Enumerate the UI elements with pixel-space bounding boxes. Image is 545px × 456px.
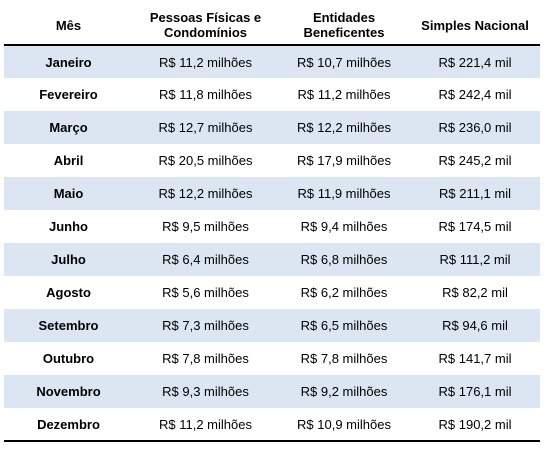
charitable-value-cell: R$ 6,5 milhões (300, 318, 388, 333)
individuals-value-cell: R$ 5,6 milhões (162, 285, 249, 300)
charitable-value-cell: R$ 9,2 milhões (300, 384, 388, 399)
simples-value-cell: R$ 211,1 mil (438, 186, 511, 201)
individuals-value-cell: R$ 7,8 milhões (162, 351, 249, 366)
month-cell: Junho (49, 219, 88, 234)
month-cell: Novembro (36, 384, 101, 399)
simples-value-cell: R$ 111,2 mil (439, 252, 511, 267)
charitable-value-cell: R$ 17,9 milhões (297, 153, 391, 168)
table-body: Janeiro R$ 11,2 milhões R$ 10,7 milhões R$ … (4, 45, 540, 442)
header-simples-nacional: Simples Nacional (410, 6, 540, 46)
charitable-value-cell: R$ 9,4 milhões (300, 219, 388, 234)
simples-value-cell: R$ 82,2 mil (442, 285, 508, 300)
month-cell: Setembro (38, 318, 99, 333)
table-row: Agosto R$ 5,6 milhões R$ 6,2 milhões R$ 82,… (4, 276, 540, 309)
individuals-value-cell: R$ 12,7 milhões (158, 120, 253, 135)
charitable-value-cell: R$ 11,2 milhões (297, 87, 391, 102)
month-cell: Outubro (42, 351, 95, 366)
simples-value-cell: R$ 176,1 mil (438, 384, 512, 399)
table-header: Mês Pessoas Físicas e Condomínios Entida… (4, 6, 540, 46)
simples-value-cell: R$ 245,2 mil (438, 153, 512, 168)
charitable-value-cell: R$ 10,7 milhões (297, 54, 391, 70)
simples-value-cell: R$ 141,7 mil (438, 351, 512, 366)
table-row: Novembro R$ 9,3 milhões R$ 9,2 milhões R$ 1… (4, 375, 540, 408)
individuals-value-cell: R$ 11,2 milhões (159, 54, 252, 70)
header-individuals-condominiums: Pessoas Físicas e Condomínios (133, 6, 278, 46)
header-row: Mês Pessoas Físicas e Condomínios Entida… (4, 6, 540, 46)
month-cell: Dezembro (4, 408, 133, 442)
simples-value-cell: R$ 242,4 mil (438, 87, 512, 102)
table-row: Julho R$ 6,4 milhões R$ 6,8 milhões R$ 111,… (4, 243, 540, 276)
individuals-value-cell: R$ 12,2 milhões (158, 186, 253, 201)
header-month: Mês (4, 6, 133, 46)
charitable-value-cell: R$ 6,2 milhões (300, 285, 388, 300)
table-row: Maio R$ 12,2 milhões R$ 11,9 milhões R$ 211… (4, 177, 540, 210)
individuals-value-cell: R$ 9,5 milhões (162, 219, 249, 234)
simples-value-cell: R$ 236,0 mil (438, 120, 512, 135)
charitable-value-cell: R$ 7,8 milhões (300, 351, 388, 366)
table-row: Abril R$ 20,5 milhões R$ 17,9 milhões R$ 24… (4, 144, 540, 177)
table-row: Junho R$ 9,5 milhões R$ 9,4 milhões R$ 174,… (4, 210, 540, 243)
header-charitable-entities: Entidades Beneficentes (278, 6, 410, 46)
individuals-value-cell: R$ 11,8 milhões (159, 87, 252, 102)
simples-value-cell: R$ 221,4 mil (438, 54, 512, 70)
month-cell: Março (49, 120, 88, 135)
individuals-value-cell: R$ 9,3 milhões (162, 384, 249, 399)
charitable-value-cell: R$ 12,2 milhões (297, 120, 391, 135)
table-row: Janeiro R$ 11,2 milhões R$ 10,7 milhões R$ … (4, 45, 540, 78)
simples-value-cell: R$ 174,5 mil (438, 219, 512, 234)
month-cell: Julho (51, 252, 86, 267)
monthly-collection-table: Mês Pessoas Físicas e Condomínios Entida… (4, 6, 540, 442)
simples-value-cell: R$ 94,6 mil (442, 318, 508, 333)
individuals-value-cell: R$ 6,4 milhões (162, 252, 249, 267)
simples-value-cell: R$ 190,2 mil (410, 408, 540, 442)
charitable-value-cell: R$ 6,8 milhões (300, 252, 388, 267)
table-row: Outubro R$ 7,8 milhões R$ 7,8 milhões R$ 14… (4, 342, 540, 375)
charitable-value-cell: R$ 10,9 milhões (278, 408, 410, 442)
individuals-value-cell: R$ 7,3 milhões (162, 318, 249, 333)
charitable-value-cell: R$ 11,9 milhões (297, 186, 391, 201)
table-row: Setembro R$ 7,3 milhões R$ 6,5 milhões R$ 9… (4, 309, 540, 342)
table-row: Fevereiro R$ 11,8 milhões R$ 11,2 milhões R… (4, 78, 540, 111)
month-cell: Abril (53, 153, 84, 168)
table-row: Março R$ 12,7 milhões R$ 12,2 milhões R$ 23… (4, 111, 540, 144)
month-cell: Fevereiro (39, 87, 98, 102)
table-row: Dezembro R$ 11,2 milhões R$ 10,9 milhões R$… (4, 408, 540, 442)
month-cell: Maio (53, 186, 84, 201)
month-cell: Janeiro (45, 54, 92, 70)
individuals-value-cell: R$ 11,2 milhões (133, 408, 278, 442)
individuals-value-cell: R$ 20,5 milhões (158, 153, 253, 168)
month-cell: Agosto (46, 285, 91, 300)
